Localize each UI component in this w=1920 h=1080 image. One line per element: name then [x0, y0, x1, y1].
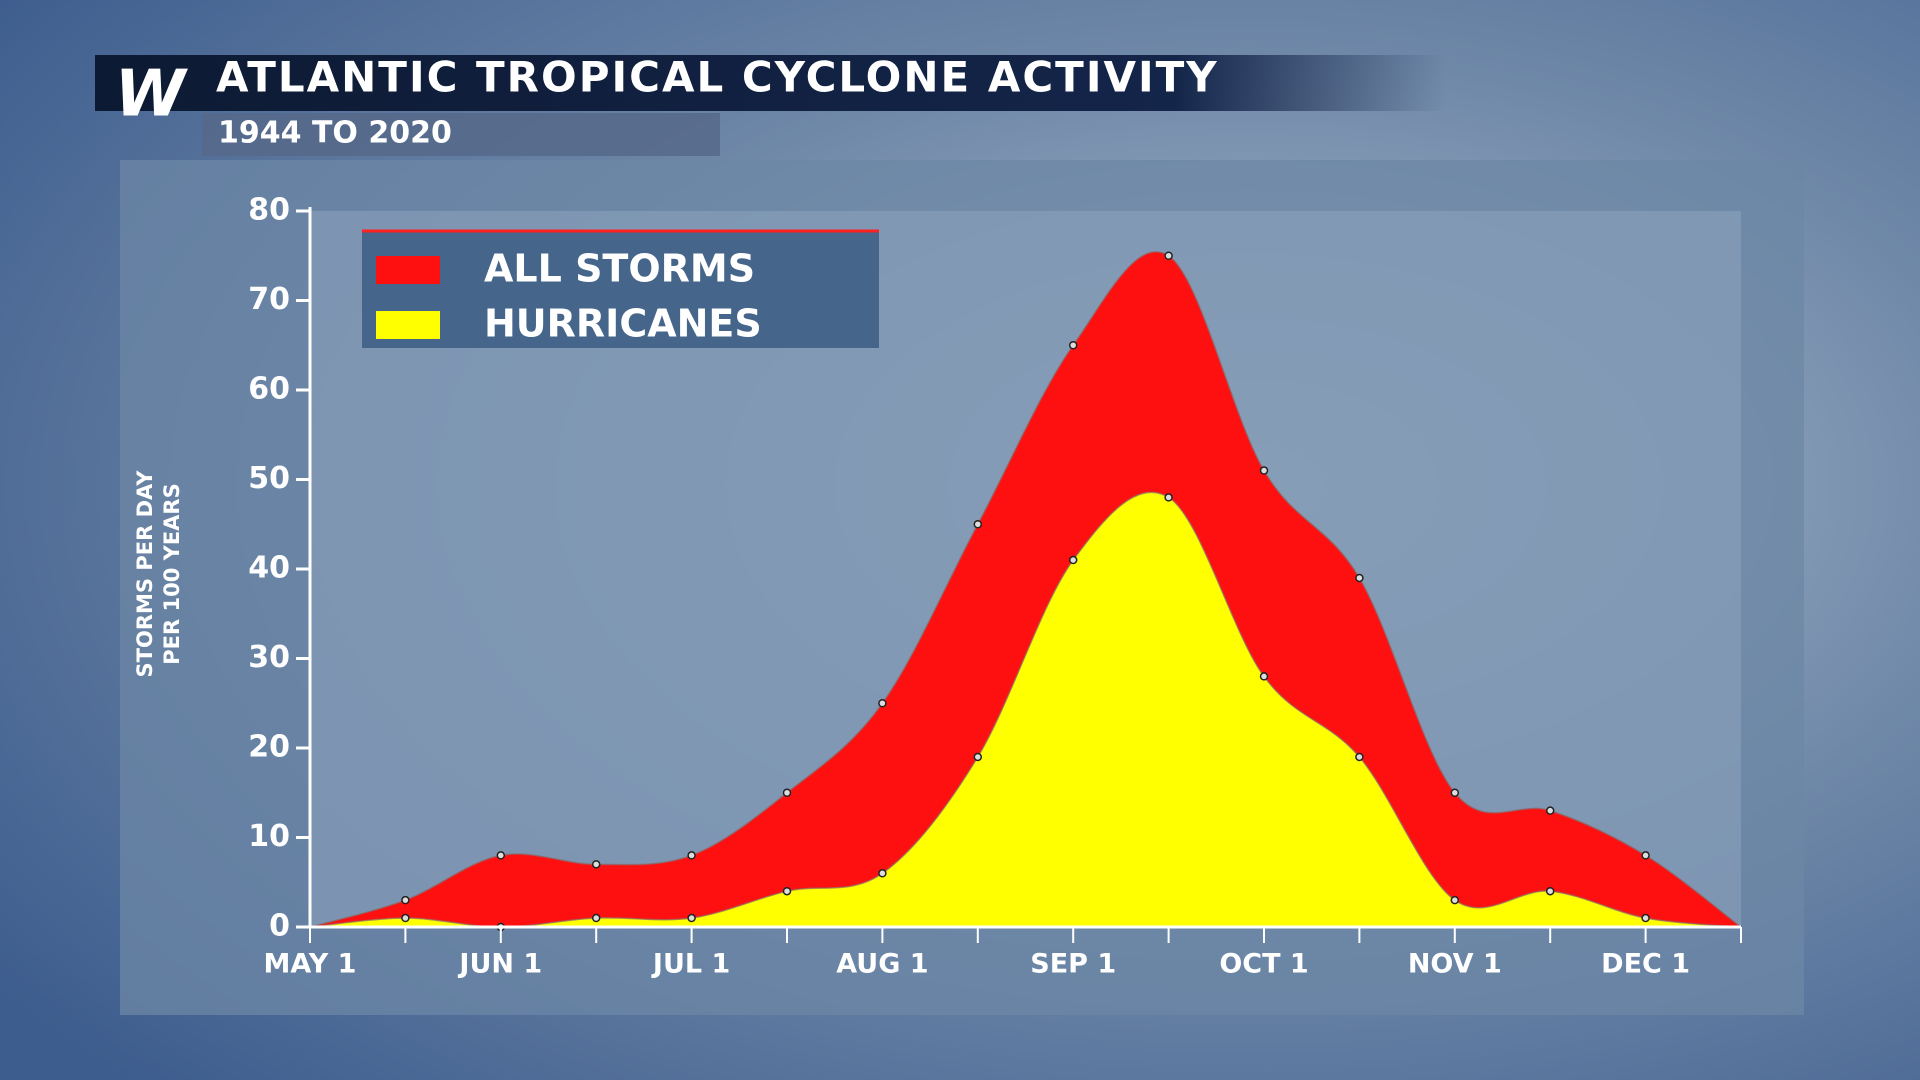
subtitle: 1944 TO 2020 [218, 116, 452, 151]
point [878, 869, 887, 878]
x-tick-label: OCT 1 [1219, 949, 1308, 980]
title-bar [95, 55, 1445, 111]
point [1068, 341, 1078, 350]
x-tick-label: NOV 1 [1408, 949, 1502, 980]
x-tick-label: AUG 1 [836, 949, 928, 980]
y-tick-label: 10 [248, 819, 290, 854]
point [1259, 672, 1269, 681]
point [1450, 788, 1460, 797]
x-tick-label: MAY 1 [264, 949, 357, 980]
point [1164, 493, 1173, 502]
line [309, 491, 1742, 928]
y-tick-label: 70 [248, 282, 290, 317]
y-tick-label: 0 [269, 909, 290, 944]
legend-swatch [376, 256, 440, 284]
point [591, 860, 601, 869]
point [1641, 851, 1650, 860]
point [782, 886, 792, 896]
point [496, 851, 506, 860]
y-tick-label: 50 [248, 461, 290, 496]
point [1355, 752, 1364, 762]
x-tick-label: JUN 1 [457, 949, 542, 980]
point [782, 788, 792, 797]
point [401, 895, 410, 905]
legend-label: HURRICANES [484, 302, 762, 346]
point [1450, 895, 1460, 905]
y-axis-label: STORMS PER DAY [133, 470, 157, 678]
y-tick-label: 80 [248, 193, 290, 228]
y-tick-label: 60 [248, 372, 290, 407]
subtitle-box [202, 113, 720, 156]
point [973, 752, 983, 762]
y-tick-label: 40 [248, 551, 290, 586]
point [973, 520, 983, 529]
point [687, 913, 696, 923]
x-tick-label: JUL 1 [651, 949, 730, 980]
y-tick-label: 30 [248, 640, 290, 675]
point [1068, 555, 1078, 565]
x-tick-label: SEP 1 [1030, 949, 1116, 980]
y-tick-label: 20 [248, 730, 290, 765]
point [687, 851, 696, 860]
point [1545, 806, 1555, 815]
point [401, 913, 410, 923]
logo: W [115, 58, 189, 132]
area [310, 251, 1741, 928]
legend-swatch [376, 311, 440, 339]
point [1641, 913, 1650, 923]
legend-box [362, 230, 879, 348]
point [1355, 573, 1364, 583]
legend-label: ALL STORMS [484, 247, 755, 291]
y-axis-label: PER 100 YEARS [160, 483, 184, 664]
area [310, 492, 1741, 927]
point [1259, 466, 1269, 475]
point [591, 913, 601, 923]
point [1164, 251, 1173, 260]
x-tick-label: DEC 1 [1601, 949, 1690, 980]
point [1545, 886, 1555, 896]
title: ATLANTIC TROPICAL CYCLONE ACTIVITY [216, 53, 1219, 102]
point [878, 699, 887, 708]
